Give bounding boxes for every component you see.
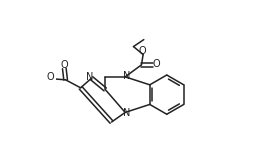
Text: O: O — [60, 60, 68, 70]
Text: N: N — [123, 108, 131, 118]
Text: O: O — [153, 59, 160, 69]
Text: N: N — [123, 71, 131, 81]
Text: O: O — [46, 72, 54, 82]
Text: O: O — [139, 46, 146, 56]
Text: N: N — [86, 72, 93, 82]
